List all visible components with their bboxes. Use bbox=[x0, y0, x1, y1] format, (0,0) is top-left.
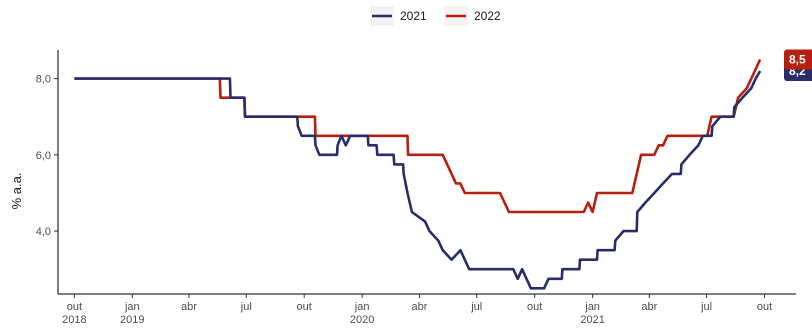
x-tick-label: jan bbox=[124, 301, 140, 313]
x-tick-year-label: 2018 bbox=[62, 314, 86, 326]
x-tick-label: out bbox=[297, 301, 312, 313]
x-tick-label: jan bbox=[584, 301, 600, 313]
x-tick-year-label: 2019 bbox=[120, 314, 144, 326]
y-axis-title: % a.a. bbox=[9, 173, 24, 210]
series-lines bbox=[74, 58, 762, 290]
x-tick-label: jul bbox=[700, 301, 712, 313]
legend-label-2022: 2022 bbox=[474, 9, 501, 23]
end-label-box-2022 bbox=[784, 49, 812, 70]
x-tick-label: out bbox=[757, 301, 772, 313]
x-tick-label: abr bbox=[641, 301, 657, 313]
legend-label-2021: 2021 bbox=[400, 9, 427, 23]
series-line-2021 bbox=[74, 70, 762, 290]
y-tick-label: 8,0 bbox=[36, 74, 51, 86]
x-tick-label: jul bbox=[470, 301, 482, 313]
y-tick-label: 4,0 bbox=[36, 226, 51, 238]
y-tick-label: 6,0 bbox=[36, 150, 51, 162]
x-tick-year-label: 2020 bbox=[350, 314, 374, 326]
x-tick-label: jan bbox=[354, 301, 370, 313]
y-axis: 4,0 6,0 8,0 bbox=[36, 50, 59, 294]
x-tick-year-label: 2021 bbox=[580, 314, 604, 326]
end-labels: 8,28,5 bbox=[784, 49, 812, 81]
x-tick-label: abr bbox=[181, 301, 197, 313]
legend: 2021 2022 bbox=[370, 6, 501, 26]
end-label-2022: 8,5 bbox=[789, 53, 806, 67]
x-tick-label: out bbox=[527, 301, 542, 313]
x-tick-label: jul bbox=[240, 301, 252, 313]
x-tick-label: out bbox=[67, 301, 82, 313]
x-tick-label: abr bbox=[411, 301, 427, 313]
